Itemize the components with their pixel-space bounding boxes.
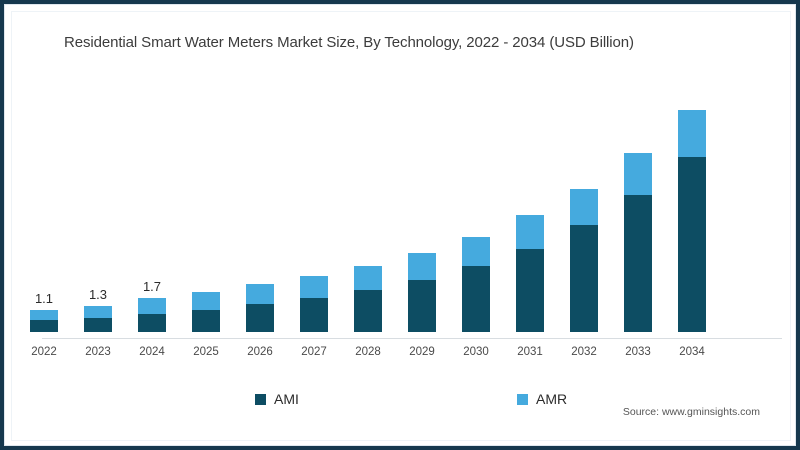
bar-segment-ami[interactable] [138,314,166,332]
bar-value-label: 1.7 [142,279,162,295]
x-axis-tick-2031: 2031 [517,346,543,358]
bar-segment-ami[interactable] [624,195,652,332]
bar-segment-ami[interactable] [192,310,220,332]
bar-group[interactable] [192,292,220,332]
x-axis-tick-2022: 2022 [31,346,57,358]
x-axis-baseline [42,338,782,339]
x-axis-tick-2024: 2024 [139,346,165,358]
x-axis-tick-2027: 2027 [301,346,327,358]
legend-label: AMR [536,391,568,407]
bar-segment-ami[interactable] [84,318,112,332]
x-axis-tick-2025: 2025 [193,346,219,358]
bar-segment-ami[interactable] [462,266,490,332]
bar-segment-ami[interactable] [570,224,598,332]
legend-swatch-icon [255,393,266,405]
bar-segment-amr[interactable] [408,252,436,281]
x-axis-tick-2030: 2030 [463,346,489,358]
bar-segment-amr[interactable] [300,276,328,299]
bar-segment-ami[interactable] [300,298,328,332]
bar-segment-amr[interactable] [246,284,274,305]
x-axis-tick-2033: 2033 [625,346,651,358]
bar-segment-ami[interactable] [246,304,274,332]
bar-group[interactable] [354,266,382,332]
x-axis-tick-2026: 2026 [247,346,273,358]
chart-inner-frame: Residential Smart Water Meters Market Si… [11,11,791,441]
bar-segment-amr[interactable] [30,310,58,321]
bar-segment-ami[interactable] [408,280,436,332]
bar-group[interactable]: 1.1 [30,291,58,332]
legend-label: AMI [274,391,299,407]
bar-segment-amr[interactable] [462,236,490,267]
x-axis-tick-2023: 2023 [85,346,111,358]
legend-swatch-icon [517,393,528,405]
bar-group[interactable] [624,153,652,332]
bar-group[interactable] [462,236,490,332]
bar-segment-amr[interactable] [192,292,220,311]
chart-title: Residential Smart Water Meters Market Si… [64,34,634,51]
bar-group[interactable]: 1.7 [138,279,166,332]
legend-item-amr[interactable]: AMR [517,391,567,407]
bar-segment-amr[interactable] [678,109,706,158]
bar-group[interactable] [678,109,706,332]
bar-segment-ami[interactable] [678,157,706,332]
x-axis-tick-2029: 2029 [409,346,435,358]
bar-segment-amr[interactable] [624,153,652,195]
bar-segment-ami[interactable] [30,320,58,332]
bar-group[interactable] [300,276,328,332]
x-axis-tick-2032: 2032 [571,346,597,358]
bar-segment-amr[interactable] [354,266,382,291]
bar-group[interactable] [516,214,544,332]
bar-value-label: 1.1 [34,291,54,307]
bar-segment-ami[interactable] [516,248,544,332]
source-note: Source: www.gminsights.com [622,406,760,418]
bar-group[interactable] [246,284,274,332]
bar-group[interactable]: 1.3 [84,287,112,332]
chart-legend: AMI AMR [12,391,800,411]
bar-group[interactable] [408,252,436,332]
bar-group[interactable] [570,189,598,332]
bar-segment-ami[interactable] [354,290,382,332]
bar-segment-amr[interactable] [84,306,112,319]
bar-segment-amr[interactable] [138,298,166,315]
x-axis-tick-2034: 2034 [679,346,705,358]
bar-value-label: 1.3 [88,287,108,303]
chart-frame: Residential Smart Water Meters Market Si… [4,4,796,446]
legend-item-ami[interactable]: AMI [255,391,299,407]
bar-segment-amr[interactable] [570,189,598,225]
x-axis-tick-2028: 2028 [355,346,381,358]
bar-segment-amr[interactable] [516,214,544,249]
